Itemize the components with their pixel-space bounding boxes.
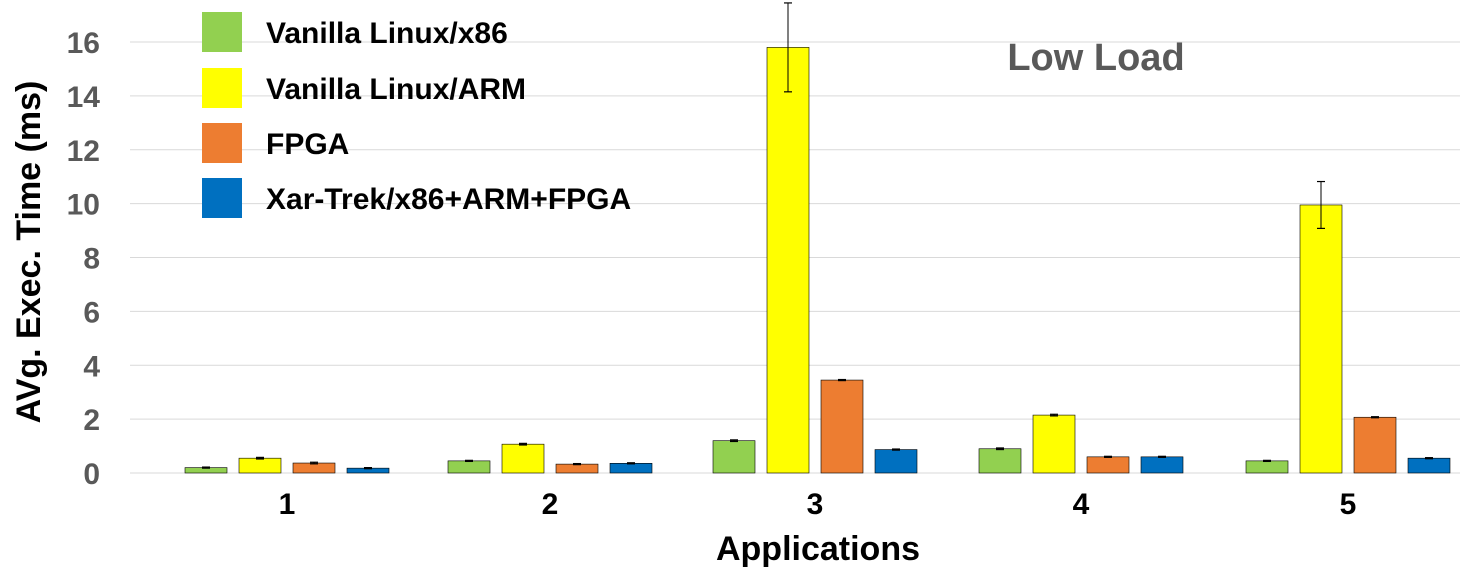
error-bar [1425, 457, 1433, 460]
y-tick-label: 12 [67, 135, 100, 168]
error-bar [1371, 416, 1379, 419]
y-tick-label: 6 [83, 296, 100, 329]
bar-series2-app4 [1032, 414, 1076, 474]
error-bar [838, 378, 846, 382]
bar-series1-app2 [447, 460, 491, 474]
y-tick-label: 14 [67, 81, 101, 114]
legend-swatch [202, 123, 242, 163]
error-bar [465, 459, 473, 463]
y-tick-label: 0 [83, 458, 100, 491]
legend: Vanilla Linux/x86 Vanilla Linux/ARM FPGA Xa… [202, 12, 631, 218]
x-tick-label: 2 [542, 488, 559, 521]
legend-item: Vanilla Linux/x86 [202, 12, 508, 52]
x-tick-label: 1 [279, 488, 296, 521]
error-bars [202, 2, 1433, 470]
error-bar [202, 466, 210, 469]
x-tick-label: 4 [1073, 488, 1090, 521]
bar-series2-app3 [766, 47, 810, 474]
error-bar [573, 462, 581, 466]
error-bar [996, 447, 1004, 451]
bar-series3-app2 [555, 463, 599, 474]
y-tick-label: 4 [83, 350, 100, 383]
y-tick-label: 16 [67, 27, 100, 60]
legend-label: Vanilla Linux/ARM [266, 73, 526, 106]
error-bar [256, 456, 264, 460]
error-bar [1263, 459, 1271, 463]
bar-series3-app3 [820, 379, 864, 474]
y-axis-ticks: 0 2 4 6 8 10 12 14 16 [67, 27, 101, 491]
error-bar [1104, 455, 1112, 458]
x-tick-label: 5 [1340, 488, 1357, 521]
error-bar [892, 448, 900, 451]
bar-series4-app2 [609, 463, 653, 474]
error-bar [519, 442, 527, 446]
error-bar [1158, 455, 1166, 458]
bar-series4-app3 [874, 449, 918, 474]
bar-series1-app3 [712, 440, 756, 474]
bar-series2-app1 [238, 457, 282, 474]
bar-series2-app2 [501, 443, 545, 474]
legend-label: FPGA [266, 128, 349, 161]
legend-swatch [202, 68, 242, 108]
x-tick-label: 3 [807, 488, 824, 521]
error-bar [784, 2, 792, 93]
legend-swatch [202, 178, 242, 218]
error-bar [730, 439, 738, 443]
legend-item: FPGA [202, 123, 349, 163]
bar-series4-app5 [1407, 457, 1451, 474]
error-bar [1317, 180, 1325, 230]
legend-item: Vanilla Linux/ARM [202, 68, 526, 108]
error-bar [364, 467, 372, 470]
legend-item: Xar-Trek/x86+ARM+FPGA [202, 178, 631, 218]
x-axis-ticks: 1 2 3 4 5 [279, 488, 1357, 521]
bar-series1-app5 [1245, 460, 1289, 474]
bar-series1-app4 [978, 448, 1022, 474]
error-bar [627, 462, 635, 465]
y-tick-label: 10 [67, 189, 100, 222]
bar-series4-app4 [1140, 456, 1184, 474]
x-axis-title: Applications [716, 530, 920, 568]
bar-series3-app5 [1353, 416, 1397, 474]
y-tick-label: 8 [83, 243, 100, 276]
bar-series2-app5 [1299, 204, 1343, 474]
chart-annotation: Low Load [1007, 37, 1184, 79]
error-bar [310, 461, 318, 465]
error-bar [1050, 413, 1058, 417]
y-axis-title: AVg. Exec. Time (ms) [10, 81, 48, 424]
bar-series3-app4 [1086, 456, 1130, 474]
legend-swatch [202, 12, 242, 52]
bar-series3-app1 [292, 462, 336, 474]
y-tick-label: 2 [83, 404, 100, 437]
legend-label: Xar-Trek/x86+ARM+FPGA [266, 183, 631, 216]
legend-label: Vanilla Linux/x86 [266, 17, 508, 50]
bars [184, 47, 1451, 474]
